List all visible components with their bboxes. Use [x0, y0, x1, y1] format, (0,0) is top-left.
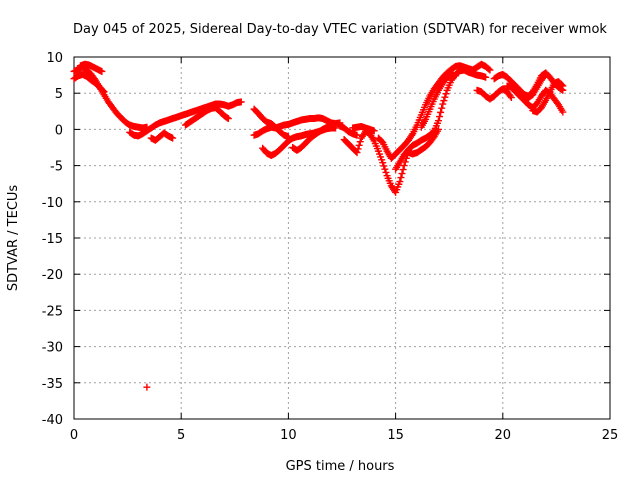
data-point	[482, 73, 490, 81]
data-point	[396, 178, 404, 186]
data-point	[381, 165, 389, 173]
series-arc5	[147, 129, 177, 144]
y-tick-label: -10	[42, 196, 63, 211]
series-arc18	[473, 85, 515, 103]
data-point	[408, 131, 416, 139]
data-point	[382, 168, 390, 176]
data-point	[452, 72, 460, 80]
data-point	[327, 122, 335, 130]
data-point	[100, 88, 108, 96]
series-arc22	[525, 86, 567, 116]
series-arc17	[417, 70, 460, 131]
data-point	[354, 145, 362, 153]
data-point	[223, 114, 231, 122]
data-points	[70, 60, 567, 391]
x-tick-label: 0	[70, 428, 78, 443]
series-arc1	[70, 63, 151, 132]
data-point	[397, 174, 405, 182]
series-outlier	[143, 383, 151, 391]
y-tick-label: 0	[55, 123, 63, 138]
y-tick-label: -5	[50, 160, 63, 175]
data-point	[400, 162, 408, 170]
data-point	[486, 66, 494, 74]
data-point	[559, 82, 567, 90]
y-axis-label: SDTVAR / TECUs	[6, 185, 21, 292]
data-point	[441, 93, 449, 101]
data-point	[434, 125, 442, 133]
data-point	[353, 131, 361, 139]
data-point	[485, 65, 493, 73]
data-point	[99, 87, 107, 95]
series-arc10	[289, 122, 335, 154]
data-point	[355, 141, 363, 149]
data-point	[370, 127, 378, 135]
data-point	[169, 134, 177, 142]
series-arc8	[250, 114, 344, 139]
y-tick-label: 10	[46, 51, 63, 66]
axis-ticks: 0 5 10 15 20 25 10 5 0 -5 -10 -15 -20 -25 -30 -35 -40	[42, 51, 619, 443]
series-arc3	[76, 60, 106, 75]
series-arc13	[349, 123, 378, 135]
y-tick-label: -40	[42, 413, 63, 428]
y-tick-label: -35	[42, 377, 63, 392]
data-point	[398, 170, 406, 178]
data-point	[356, 138, 364, 146]
series-arc11	[336, 122, 361, 139]
data-point	[237, 98, 245, 106]
data-point	[439, 100, 447, 108]
series-arc6	[181, 104, 232, 129]
x-tick-label: 20	[495, 428, 512, 443]
gridlines	[74, 57, 610, 419]
data-point	[224, 115, 232, 123]
data-point	[399, 166, 407, 174]
data-point	[507, 94, 515, 102]
series-arc16	[404, 125, 442, 158]
x-tick-label: 5	[177, 428, 185, 443]
x-tick-label: 15	[387, 428, 404, 443]
x-tick-label: 10	[280, 428, 297, 443]
y-tick-label: -15	[42, 232, 63, 247]
data-point	[380, 162, 388, 170]
y-tick-label: 5	[55, 87, 63, 102]
data-point	[559, 108, 567, 116]
data-point	[98, 67, 106, 75]
data-point	[440, 97, 448, 105]
data-point	[143, 383, 151, 391]
chart-title: Day 045 of 2025, Sidereal Day-to-day VTE…	[73, 22, 607, 37]
data-point	[506, 92, 514, 100]
data-point	[442, 90, 450, 98]
data-point	[332, 124, 340, 132]
x-axis-label: GPS time / hours	[286, 459, 395, 474]
x-tick-label: 25	[602, 428, 619, 443]
data-point	[558, 81, 566, 89]
data-point	[379, 159, 387, 167]
data-point	[438, 104, 446, 112]
data-point	[437, 108, 445, 116]
y-tick-label: -30	[42, 341, 63, 356]
y-tick-label: -25	[42, 304, 63, 319]
data-point	[436, 113, 444, 121]
y-tick-label: -20	[42, 268, 63, 283]
series-arc2	[70, 70, 108, 96]
data-point	[434, 117, 442, 125]
series-arc12	[340, 128, 412, 196]
data-point	[353, 149, 361, 157]
series-arc23	[529, 78, 567, 116]
